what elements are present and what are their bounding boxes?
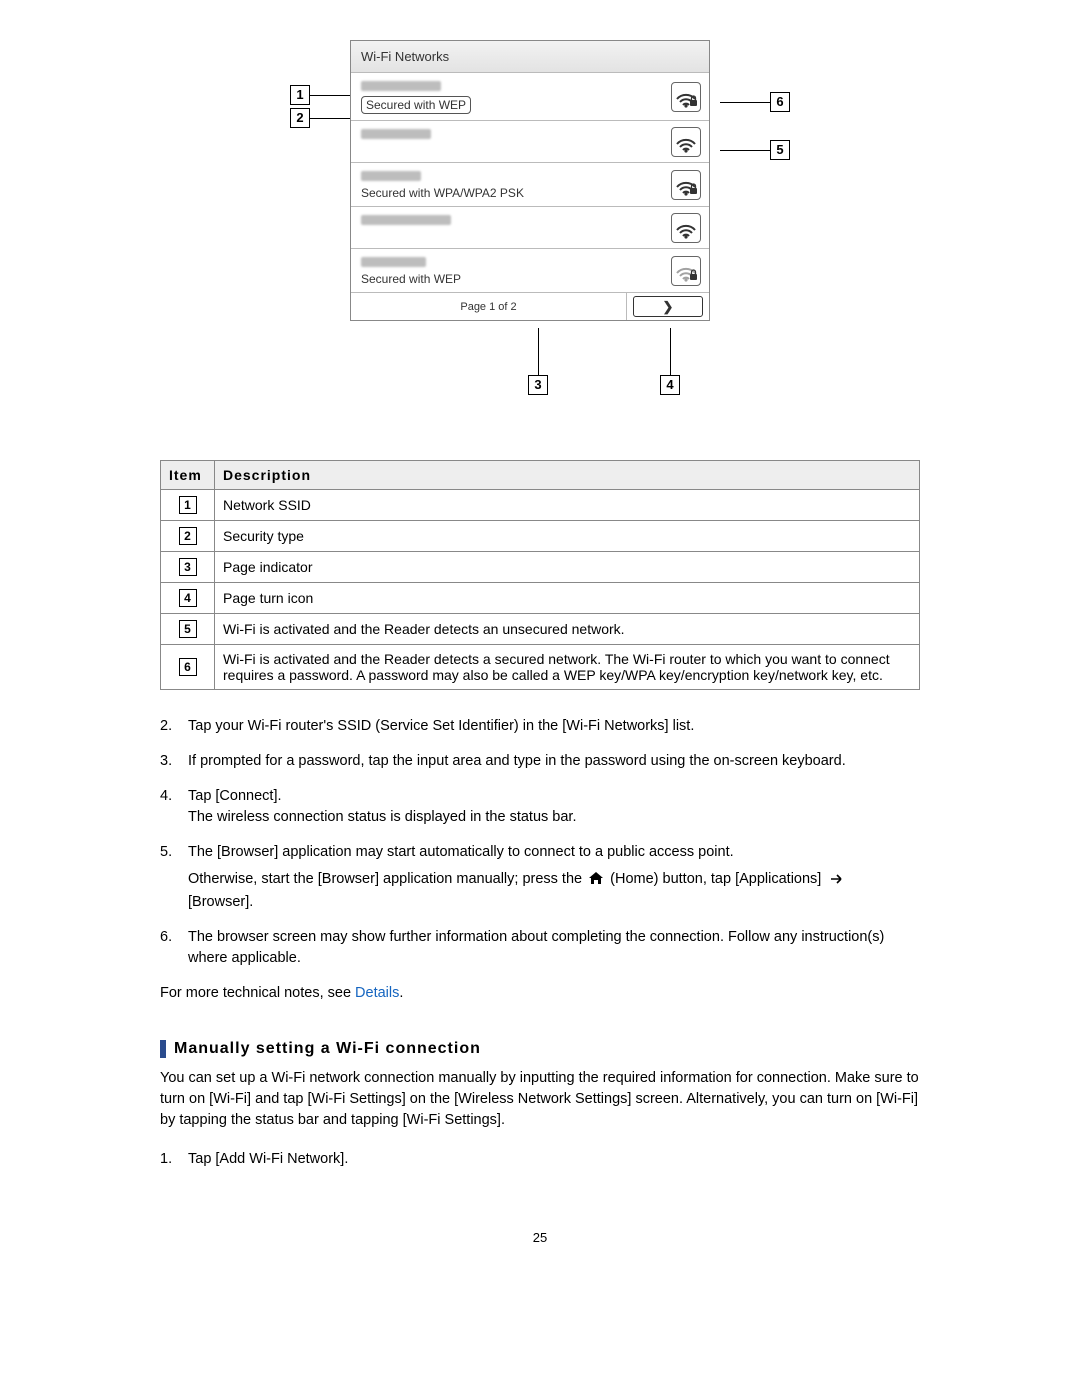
item-description: Page turn icon xyxy=(215,583,920,614)
ssid-blurred xyxy=(361,257,426,267)
home-icon xyxy=(588,871,604,892)
wifi-open-icon xyxy=(671,213,701,243)
details-link[interactable]: Details xyxy=(355,985,399,1001)
ssid-blurred xyxy=(361,171,421,181)
wifi-network-row[interactable] xyxy=(351,207,709,249)
item-description: Wi-Fi is activated and the Reader detect… xyxy=(215,614,920,645)
wifi-panel: Wi-Fi Networks Secured with WEP Secured w… xyxy=(350,40,710,321)
page-turn-button[interactable]: ❯ xyxy=(633,296,703,317)
callout-2: 2 xyxy=(290,108,310,128)
wifi-signal-icon xyxy=(673,130,699,154)
tech-notes-line: For more technical notes, see Details. xyxy=(160,983,920,1004)
ssid-blurred xyxy=(361,215,451,225)
table-row: 3 Page indicator xyxy=(161,552,920,583)
wifi-signal-icon xyxy=(673,85,699,109)
security-label: Secured with WPA/WPA2 PSK xyxy=(361,186,524,200)
wifi-network-row[interactable]: Secured with WEP xyxy=(351,249,709,292)
item-number-box: 3 xyxy=(179,558,197,576)
wifi-network-row[interactable] xyxy=(351,121,709,163)
col-item: Item xyxy=(161,461,215,490)
list-item: 3.If prompted for a password, tap the in… xyxy=(160,751,920,772)
ssid-blurred xyxy=(361,129,431,139)
table-row: 1 Network SSID xyxy=(161,490,920,521)
security-label: Secured with WEP xyxy=(361,96,471,114)
list-item: 2.Tap your Wi-Fi router's SSID (Service … xyxy=(160,716,920,737)
item-description: Page indicator xyxy=(215,552,920,583)
list-item: 6.The browser screen may show further in… xyxy=(160,927,920,969)
security-label: Secured with WEP xyxy=(361,272,461,286)
ssid-blurred xyxy=(361,81,441,91)
steps-list-b: 1.Tap [Add Wi-Fi Network]. xyxy=(160,1149,920,1170)
col-description: Description xyxy=(215,461,920,490)
item-number-box: 6 xyxy=(179,658,197,676)
wifi-panel-header: Wi-Fi Networks xyxy=(351,41,709,73)
callout-1: 1 xyxy=(290,85,310,105)
callout-3: 3 xyxy=(528,375,548,395)
arrow-right-icon xyxy=(831,870,845,891)
wifi-signal-icon xyxy=(673,173,699,197)
wifi-diagram: 1 2 6 5 3 4 Wi-Fi Networks Secured with … xyxy=(290,40,790,400)
wifi-open-icon xyxy=(671,127,701,157)
item-number-box: 2 xyxy=(179,527,197,545)
list-item: 4.Tap [Connect].The wireless connection … xyxy=(160,786,920,828)
callout-4: 4 xyxy=(660,375,680,395)
list-item: 1.Tap [Add Wi-Fi Network]. xyxy=(160,1149,920,1170)
description-table: Item Description 1 Network SSID 2 Security … xyxy=(160,460,920,690)
item-description: Network SSID xyxy=(215,490,920,521)
table-row: 4 Page turn icon xyxy=(161,583,920,614)
table-row: 2 Security type xyxy=(161,521,920,552)
item-description: Security type xyxy=(215,521,920,552)
list-item: 5.The [Browser] application may start au… xyxy=(160,842,920,913)
item-description: Wi-Fi is activated and the Reader detect… xyxy=(215,645,920,690)
wifi-signal-icon xyxy=(673,259,699,283)
section-header: Manually setting a Wi-Fi connection xyxy=(160,1040,920,1058)
section-intro: You can set up a Wi-Fi network connectio… xyxy=(160,1068,920,1131)
wifi-network-row[interactable]: Secured with WPA/WPA2 PSK xyxy=(351,163,709,207)
table-row: 6 Wi-Fi is activated and the Reader detec… xyxy=(161,645,920,690)
item-number-box: 1 xyxy=(179,496,197,514)
steps-list: 2.Tap your Wi-Fi router's SSID (Service … xyxy=(160,716,920,969)
wifi-secured-icon xyxy=(671,256,701,286)
item-number-box: 5 xyxy=(179,620,197,638)
page-number: 25 xyxy=(160,1230,920,1245)
wifi-secured-icon xyxy=(671,170,701,200)
wifi-secured-icon xyxy=(671,82,701,112)
callout-5: 5 xyxy=(770,140,790,160)
wifi-network-row[interactable]: Secured with WEP xyxy=(351,73,709,121)
wifi-signal-icon xyxy=(673,216,699,240)
callout-6: 6 xyxy=(770,92,790,112)
page-indicator: Page 1 of 2 xyxy=(351,293,627,320)
table-row: 5 Wi-Fi is activated and the Reader detec… xyxy=(161,614,920,645)
item-number-box: 4 xyxy=(179,589,197,607)
